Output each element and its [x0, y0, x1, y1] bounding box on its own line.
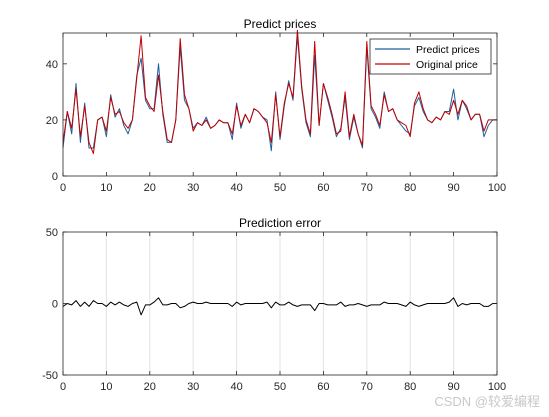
x-tick-label: 80: [404, 182, 416, 194]
x-tick-label: 90: [447, 381, 459, 393]
x-tick-label: 100: [488, 381, 506, 393]
y-tick-label: -50: [42, 370, 58, 382]
series-line-error: [62, 297, 497, 316]
x-tick-label: 70: [361, 381, 373, 393]
legend-entry: Predict prices: [416, 44, 480, 56]
x-tick-label: 0: [60, 381, 66, 393]
x-tick-label: 60: [317, 182, 329, 194]
x-tick-label: 90: [447, 182, 459, 194]
chart-title: Prediction error: [239, 216, 321, 230]
x-tick-label: 100: [488, 182, 506, 194]
x-tick-label: 40: [230, 182, 242, 194]
y-tick-label: 40: [46, 59, 58, 71]
x-tick-label: 10: [100, 182, 112, 194]
x-tick-label: 30: [187, 182, 199, 194]
y-tick-label: 0: [52, 171, 58, 183]
y-tick-label: 0: [52, 299, 58, 311]
watermark: CSDN @较爱编程: [434, 394, 540, 409]
x-tick-label: 20: [144, 381, 156, 393]
x-tick-label: 50: [274, 182, 286, 194]
chart-title: Predict prices: [244, 17, 317, 31]
x-tick-label: 80: [404, 381, 416, 393]
x-tick-label: 50: [274, 381, 286, 393]
x-tick-label: 20: [144, 182, 156, 194]
y-tick-label: 20: [46, 115, 58, 127]
series-line-original-price: [62, 29, 497, 155]
x-tick-label: 0: [60, 182, 66, 194]
predict-prices-chart: 0 10 20 30 40 50 60 70 80 90 100 0 20 40 Predict price…: [46, 17, 506, 194]
legend: Predict prices Original price: [369, 38, 492, 75]
y-tick-label: 50: [46, 227, 58, 239]
x-tick-label: 60: [317, 381, 329, 393]
legend-entry: Original price: [416, 59, 478, 71]
x-tick-label: 10: [100, 381, 112, 393]
x-tick-label: 40: [230, 381, 242, 393]
x-tick-label: 70: [361, 182, 373, 194]
legend-box: [369, 38, 492, 75]
x-tick-label: 30: [187, 381, 199, 393]
